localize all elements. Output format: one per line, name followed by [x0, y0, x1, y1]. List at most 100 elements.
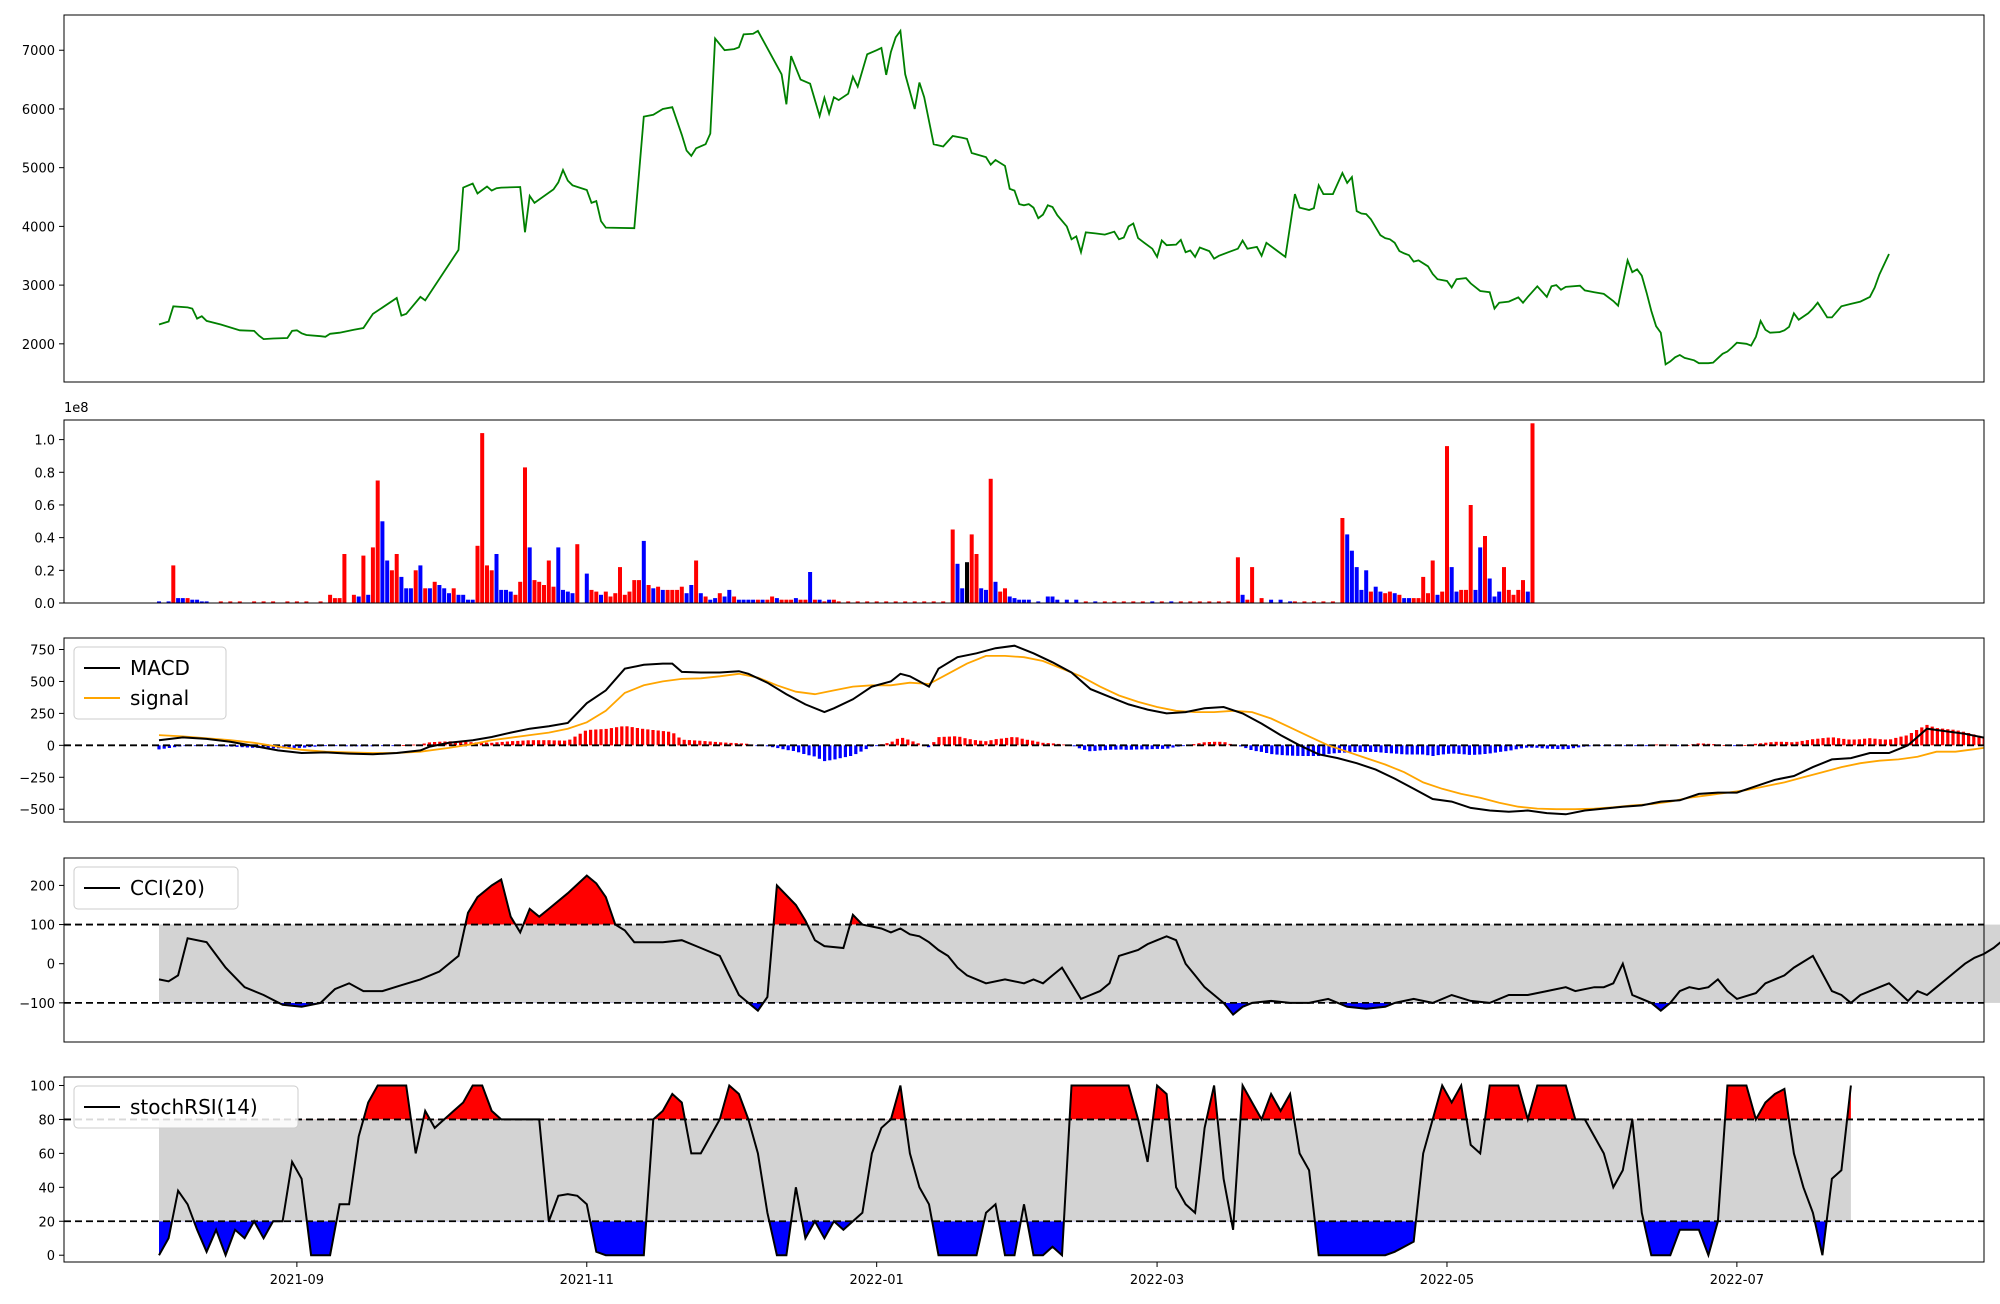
- volume-bar: [1506, 589, 1511, 603]
- volume-bar: [1426, 593, 1430, 603]
- macd-histogram-bar: [1826, 737, 1830, 746]
- macd-histogram-bar: [1114, 745, 1118, 750]
- legend-label: CCI(20): [130, 876, 205, 900]
- macd-histogram-bar: [287, 745, 291, 749]
- x-tick-label: 2022-03: [1130, 1273, 1184, 1288]
- volume-bar: [755, 599, 760, 603]
- macd-histogram-bar: [1405, 745, 1409, 755]
- macd-histogram-bar: [635, 728, 639, 746]
- macd-histogram-bar: [1046, 743, 1050, 746]
- volume-bar: [874, 601, 879, 603]
- macd-histogram-bar: [1499, 745, 1503, 752]
- macd-histogram-bar: [1410, 745, 1414, 755]
- macd-histogram-bar: [1036, 741, 1040, 746]
- macd-histogram-bar: [1894, 737, 1898, 746]
- volume-bar: [1150, 601, 1155, 603]
- macd-histogram-bar: [1202, 742, 1206, 746]
- macd-histogram-bar: [1135, 745, 1139, 750]
- volume-bar: [765, 599, 770, 603]
- macd-histogram-bar: [1566, 745, 1570, 749]
- volume-bar: [1354, 567, 1359, 603]
- volume-bar: [537, 581, 542, 603]
- volume-bar: [1378, 591, 1383, 603]
- volume-bar: [394, 554, 399, 603]
- macd-histogram-bar: [1020, 738, 1024, 746]
- macd-histogram-bar: [1093, 745, 1097, 751]
- volume-bar: [337, 598, 342, 603]
- macd-histogram-bar: [1904, 735, 1908, 746]
- y-tick-label: −100: [19, 997, 55, 1012]
- volume-bar: [171, 565, 176, 603]
- volume-bar: [1530, 423, 1535, 603]
- macd-histogram-bar: [994, 739, 998, 746]
- volume-bar: [499, 589, 504, 603]
- volume-bar: [1259, 598, 1264, 603]
- macd-histogram-bar: [1239, 745, 1243, 747]
- macd-histogram-bar: [1909, 733, 1913, 746]
- volume-bar: [656, 586, 661, 603]
- volume-bar: [1226, 601, 1231, 603]
- volume-bar: [793, 598, 798, 603]
- volume-bar: [675, 589, 680, 603]
- macd-histogram-bar: [578, 733, 582, 746]
- macd-histogram-bar: [1967, 733, 1971, 746]
- macd-histogram-bar: [1457, 745, 1461, 754]
- volume-bar: [789, 599, 794, 603]
- macd-histogram-bar: [1161, 745, 1165, 749]
- volume-bar: [993, 581, 998, 603]
- macd-histogram-bar: [583, 730, 587, 746]
- macd-histogram-bar: [1363, 745, 1367, 752]
- macd-histogram-bar: [812, 745, 816, 757]
- y-tick-label: 4000: [22, 220, 55, 235]
- macd-histogram-bar: [1031, 740, 1035, 746]
- volume-bar: [380, 521, 385, 603]
- macd-histogram-bar: [1556, 745, 1560, 749]
- macd-histogram-bar: [433, 742, 437, 746]
- y-tick-label: 1.0: [34, 434, 55, 449]
- volume-bar: [717, 593, 722, 603]
- volume-bar: [641, 540, 646, 603]
- macd-histogram-bar: [703, 741, 707, 746]
- macd-frame: [63, 637, 1985, 823]
- y-tick-label: 750: [30, 644, 55, 659]
- volume-bar: [1131, 601, 1136, 603]
- volume-bar: [599, 594, 603, 603]
- macd-histogram-bar: [1103, 745, 1107, 751]
- macd-histogram-bar: [157, 745, 161, 750]
- macd-histogram-bar: [1863, 738, 1867, 746]
- macd-histogram-bar: [1353, 745, 1357, 752]
- macd-axes: −500 −250 0 250 500 750: [19, 644, 64, 818]
- price-frame: [63, 14, 1985, 383]
- macd-histogram-bar: [1374, 745, 1378, 752]
- macd-histogram-bar: [1265, 745, 1269, 753]
- macd-histogram-bar: [729, 742, 733, 746]
- macd-histogram-bar: [495, 742, 499, 746]
- macd-histogram-bar: [661, 731, 665, 746]
- macd-histogram-bar: [620, 726, 624, 746]
- volume-bar: [1449, 567, 1454, 603]
- macd-histogram-bar: [167, 745, 171, 748]
- macd-histogram-bar: [464, 742, 468, 746]
- macd-histogram-bar: [1171, 745, 1175, 748]
- macd-histogram-bar: [1764, 742, 1768, 746]
- volume-bar: [770, 596, 775, 603]
- volume-bar: [665, 589, 670, 603]
- volume-bar: [195, 599, 200, 603]
- volume-bar: [1349, 550, 1354, 603]
- macd-histogram-bar: [719, 742, 723, 746]
- volume-bar: [304, 601, 309, 603]
- macd-histogram-bar: [937, 737, 941, 746]
- macd-histogram-bar: [1421, 745, 1425, 755]
- legend-box: [73, 646, 227, 720]
- y-tick-label: 3000: [22, 279, 55, 294]
- volume-bar: [831, 599, 836, 603]
- volume-bar: [846, 601, 851, 603]
- macd-histogram-bar: [1327, 745, 1331, 754]
- volume-bar: [551, 586, 556, 603]
- macd-histogram-bar: [786, 745, 790, 751]
- macd-histogram-bar: [1249, 745, 1253, 750]
- macd-histogram-bar: [1878, 739, 1882, 746]
- volume-bar: [741, 599, 746, 603]
- macd-histogram-bar: [1790, 742, 1794, 746]
- volume-bar: [736, 599, 741, 603]
